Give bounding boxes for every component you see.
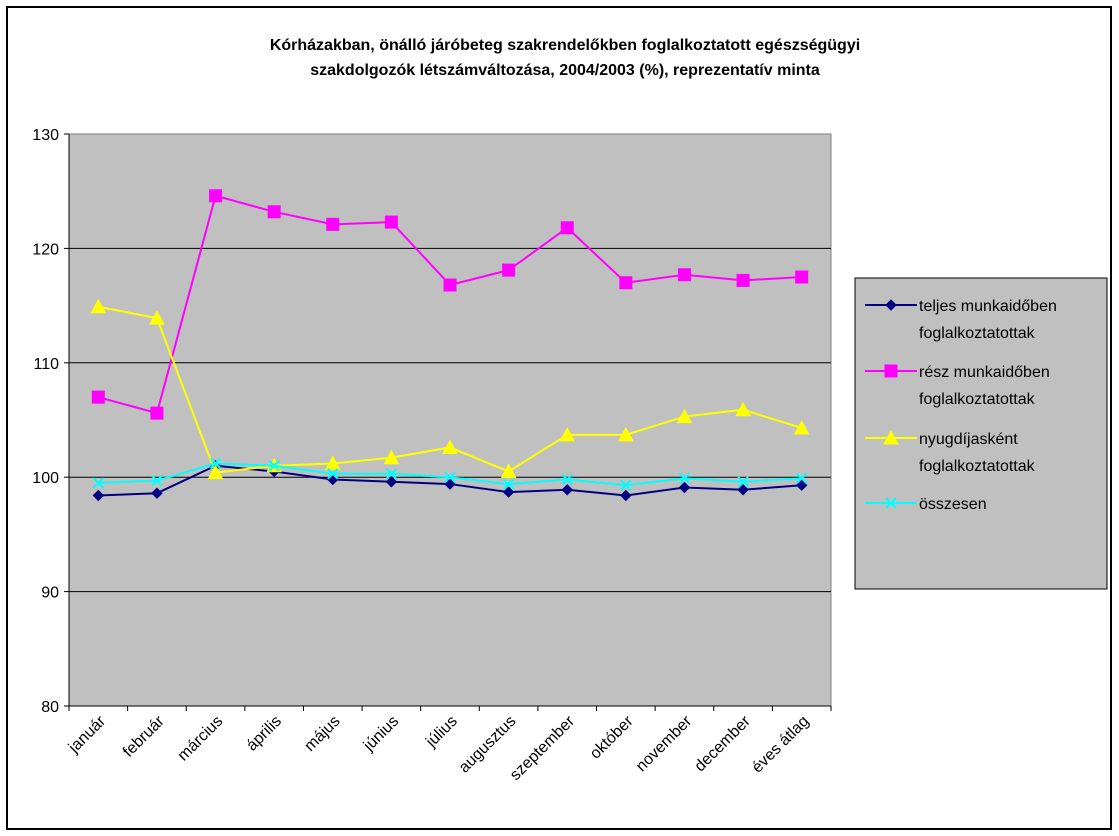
series-1-point [502,486,515,498]
legend-item: rész munkaidőben foglalkoztatottak [865,364,1050,408]
legend-label: foglalkoztatottak [919,325,1036,342]
y-tick-label: 120 [32,241,59,258]
legend-label: összesen [919,496,987,513]
series-1-point [385,476,398,488]
series-3-point [149,310,165,325]
x-category-label: október [587,712,637,762]
x-category-label: január [65,712,110,757]
legend-item: teljes munkaidőben foglalkoztatottak [865,298,1057,342]
series-2-point [150,406,164,420]
series-3-point [500,463,517,478]
series-2-point [560,221,574,235]
x-category-label: éves átlag [749,713,813,777]
series-1-point [795,479,808,491]
chart-frame: Kórházakban, önálló járóbeteg szakrendel… [6,6,1112,830]
legend-item: nyugdíjasként foglalkoztatottak [865,429,1036,475]
x-category-label: július [422,713,461,752]
series-1-point [737,484,749,496]
series-4-point [444,471,456,483]
chart-title: Kórházakban, önálló járóbeteg szakrendel… [270,37,860,79]
x-category-label: április [243,713,285,755]
x-category-label: március [175,713,227,765]
series-3-point [559,426,576,442]
series-layer [90,189,810,502]
series-2-point [326,217,340,231]
legend-marker [885,497,897,509]
legend-label: foglalkoztatottak [919,391,1036,408]
y-tick-label: 130 [32,127,59,144]
legend: teljes munkaidőbenfoglalkoztatottakrész … [854,277,1108,590]
x-category-label: június [360,713,402,755]
series-3-point [676,408,693,424]
chart-title-line-1: Kórházakban, önálló járóbeteg szakrendel… [270,37,860,54]
legend-marker [883,429,899,445]
series-3-point [324,455,341,470]
series-2-point [267,205,281,219]
series-3-point [618,426,634,442]
series-1-point [678,481,691,494]
series-4-point [620,479,632,491]
gridlines [69,247,831,593]
series-1-point [151,487,163,499]
series-1-point [92,489,105,502]
series-2-point [502,263,516,277]
series-1-point [561,484,573,496]
legend-label: rész munkaidőben [919,364,1050,381]
legend-item: összesen [865,496,987,513]
legend-label: nyugdíjasként [919,431,1018,448]
y-tick-label: 110 [33,356,59,373]
series-1-point [444,478,456,490]
series-4-point [737,476,749,488]
series-4-point [327,468,339,480]
legend-label: teljes munkaidőben [919,298,1057,315]
series-2-point [795,270,809,284]
series-3-point [442,439,458,454]
y-tick-label: 100 [32,470,59,487]
series-4-point [151,474,163,487]
series-4-point [678,472,691,485]
x-category-label: augusztus [456,713,520,777]
series-1-point [620,489,632,502]
series-4-point [502,478,515,490]
series-4 [92,457,808,491]
series-3-point [793,419,810,435]
series-2-point [443,278,457,292]
series-3-point [735,401,751,417]
legend-marker [884,364,898,378]
series-3-point [90,298,107,314]
x-category-label: május [301,713,343,755]
series-4-point [385,468,398,480]
legend-marker [885,299,897,311]
series-4-point [561,473,573,486]
series-2-point [677,268,691,282]
series-2-point [209,189,223,203]
x-category-label: december [692,712,755,775]
legend-box [854,277,1108,590]
series-2-point [736,273,750,287]
chart-title-line-2: szakdolgozók létszámváltozása, 2004/2003… [310,62,820,79]
plot-area [68,133,832,707]
y-tick-label: 90 [41,585,59,602]
series-4-point [92,477,105,489]
series-4-point [268,460,280,472]
x-category-label: február [120,712,168,760]
x-category-label: november [633,712,696,775]
series-2-point [384,215,398,229]
series-3 [90,298,810,480]
series-2-point [619,276,633,290]
y-tick-label: 80 [41,699,59,716]
series-2-point [91,390,105,404]
series-2 [91,189,809,420]
legend-label: foglalkoztatottak [919,458,1036,475]
series-3-point [383,449,400,465]
series-3-point [207,464,224,480]
series-4-point [209,457,222,470]
line-chart: Kórházakban, önálló járóbeteg szakrendel… [32,37,1108,784]
series-4-point [795,472,808,485]
